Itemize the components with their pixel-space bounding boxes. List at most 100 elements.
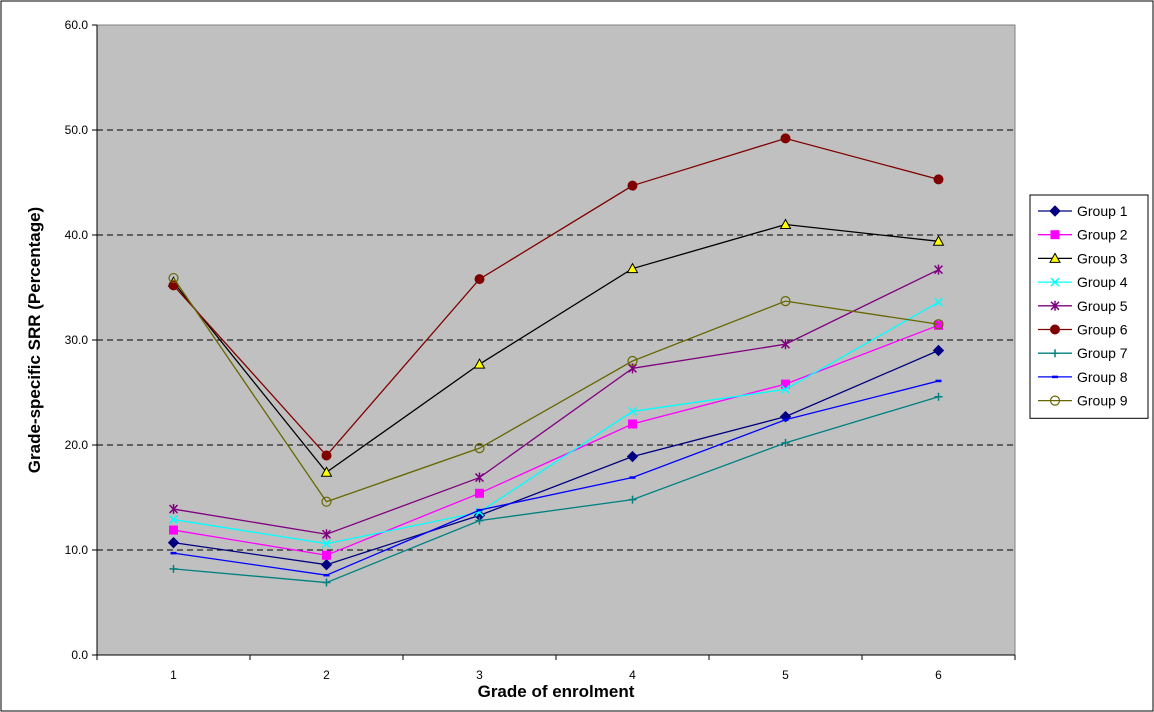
x-tick-label: 3 [476,668,483,682]
series-line [172,277,939,503]
data-point-marker [932,344,945,357]
data-point-marker [1049,205,1061,217]
data-point-marker [933,174,944,185]
data-point-marker [780,296,791,307]
data-point-marker [628,419,637,429]
data-point-marker [321,450,332,461]
data-point-marker [169,564,178,573]
x-tick-label: 1 [170,668,177,682]
y-tick-label: 0.0 [71,648,88,662]
legend-entry: Group 6 [1038,322,1128,338]
data-point-marker [321,529,332,540]
data-point-marker [1050,230,1060,240]
data-point-marker [168,272,179,284]
legend-box [1029,194,1149,419]
data-point-marker [322,550,331,560]
y-tick-label: 60.0 [65,18,89,32]
legend-entry: Group 3 [1038,250,1128,266]
legend-label: Group 3 [1077,250,1128,266]
data-point-marker [1050,300,1060,311]
data-point-marker [321,539,332,549]
data-point-marker [320,466,333,477]
data-point-marker [779,218,792,229]
y-axis-title: Grade-specific SRR (Percentage) [25,207,44,473]
series-1 [167,344,945,571]
legend-label: Group 8 [1077,369,1128,385]
series-line [173,269,939,535]
legend-entry: Group 8 [1038,369,1128,385]
series-layer [167,133,945,587]
series-line [172,223,939,474]
data-point-marker [168,504,179,515]
data-point-marker [1051,349,1059,358]
data-point-marker [1049,395,1061,406]
data-point-marker [168,515,179,525]
data-point-marker [626,450,639,463]
data-point-marker [475,516,484,525]
data-point-marker [780,339,791,350]
data-point-marker [321,496,332,507]
legend-label: Group 6 [1077,322,1128,338]
x-tick-label: 4 [629,668,636,682]
data-point-marker [474,472,485,483]
series-7 [169,392,943,587]
data-point-marker [932,235,945,246]
grid-lines [97,129,1015,551]
x-tick-label: 6 [935,668,942,682]
axes: 0.0 10.0 20.0 30.0 40.0 50.0 60.0 1 2 3 4 5 6 [65,18,1016,682]
legend-entry: Group 9 [1038,393,1128,409]
data-point-marker [781,379,790,389]
x-tick-label: 5 [782,668,789,682]
legend-label: Group 2 [1077,227,1128,243]
data-point-marker [933,319,944,330]
data-point-marker [934,392,943,401]
y-tick-label: 10.0 [65,543,89,557]
legend-label: Group 9 [1077,393,1128,409]
data-point-marker [320,558,333,571]
data-point-marker [781,438,790,447]
data-point-marker [322,578,331,587]
series-5 [168,264,944,540]
series-6 [168,133,944,461]
y-tick-label: 40.0 [65,228,89,242]
data-point-marker [628,495,637,504]
legend-entry: Group 2 [1038,227,1128,243]
x-axis-title: Grade of enrolment [478,682,635,701]
data-point-marker [627,355,638,367]
data-point-marker [167,536,180,549]
legend-entry: Group 5 [1038,298,1128,314]
data-point-marker [626,262,639,274]
data-point-marker [933,264,944,275]
legend-label: Group 1 [1077,203,1128,219]
data-point-marker [1050,277,1060,287]
legend-label: Group 4 [1077,274,1128,290]
data-point-marker [169,525,178,535]
data-point-marker [627,406,638,416]
x-tick-label: 2 [323,668,330,682]
series-line [173,396,939,584]
data-point-marker [473,358,486,369]
data-point-marker [933,297,944,307]
series-line [173,380,939,576]
legend-entry: Group 7 [1038,345,1128,361]
legend-label: Group 7 [1077,345,1128,361]
legend-entry: Group 1 [1038,203,1128,219]
data-point-marker [1049,252,1061,263]
series-4 [168,297,944,549]
data-point-marker [780,133,791,144]
legend: Group 1 Group 2 Group 3 Group 4 Group 5 Group… [1029,194,1149,419]
y-tick-label: 30.0 [65,333,89,347]
series-line [173,301,939,545]
data-point-marker [1050,324,1060,335]
data-point-marker [627,180,638,191]
legend-label: Group 5 [1077,298,1128,314]
series-line [173,349,939,566]
data-point-marker [474,443,485,454]
series-line [173,137,939,457]
legend-entry: Group 4 [1038,274,1128,290]
series-9 [168,272,944,507]
data-point-marker [474,274,485,285]
data-point-marker [475,488,484,498]
y-tick-label: 50.0 [65,123,89,137]
